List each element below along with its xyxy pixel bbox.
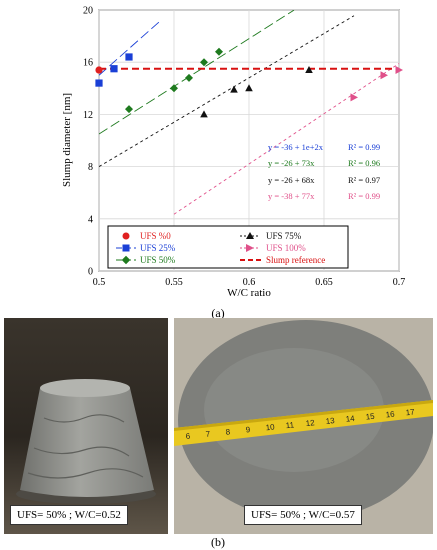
- data-point-ufs-75-: [245, 84, 253, 92]
- data-point-ufs-50-: [170, 84, 178, 93]
- y-tick-label: 16: [83, 58, 93, 69]
- x-tick-label: 0.7: [393, 277, 406, 288]
- caption-b: (b): [211, 535, 225, 549]
- data-point-ufs-25-: [95, 79, 103, 87]
- photo-right-slump-spread: 6 7 8 9 10 11 12 13 14 15 16 17 UFS= 50% ; W/C=0.57: [174, 318, 433, 534]
- y-tick-label: 12: [83, 110, 93, 121]
- equation-ufs50: y = -26 + 73x: [268, 158, 315, 168]
- legend-label-ufs50: UFS 50%: [140, 255, 176, 265]
- concrete-cone-image: [16, 379, 156, 504]
- data-point-ufs-75-: [230, 85, 238, 93]
- equation-labels: y = -36 + 1e+2x R² = 0.99 y = -26 + 73x …: [268, 142, 380, 201]
- data-point-ufs-50-: [185, 73, 193, 82]
- tape-number: 14: [345, 414, 355, 424]
- concrete-spread-image: 6 7 8 9 10 11 12 13 14 15 16 17: [174, 320, 433, 520]
- data-point-ufs-25-: [125, 53, 133, 61]
- x-tick-label: 0.6: [243, 277, 256, 288]
- data-point-ufs-50-: [125, 105, 133, 114]
- tape-number: 9: [245, 425, 251, 434]
- photo-left-slump-cone: UFS= 50% ; W/C=0.52: [4, 318, 168, 534]
- data-point-ufs-50-: [200, 58, 208, 67]
- tape-number: 7: [205, 429, 211, 438]
- y-axis-label: Slump diameter [nm]: [61, 93, 73, 187]
- legend-label-ufs75: UFS 75%: [266, 231, 302, 241]
- legend-box: [107, 225, 349, 269]
- data-markers: [95, 47, 403, 118]
- photo-right-label: UFS= 50% ; W/C=0.57: [244, 505, 362, 525]
- legend-marker-ufs75: [246, 232, 254, 239]
- x-axis-label: W/C ratio: [227, 287, 271, 299]
- data-point-ufs-75-: [305, 66, 313, 74]
- legend-marker-ufs100: [246, 244, 254, 252]
- y-tick-label: 4: [88, 214, 93, 225]
- legend-label-ufs25: UFS 25%: [140, 243, 176, 253]
- data-point-ufs-100-: [380, 71, 388, 80]
- legend-marker-ufs50: [121, 255, 131, 265]
- fit-line: [99, 10, 295, 135]
- equation-ufs75: y = -26 + 68x: [268, 175, 315, 185]
- equation-ufs100: y = -38 + 77x: [268, 191, 315, 201]
- tape-number: 11: [285, 420, 295, 430]
- tape-number: 17: [405, 407, 415, 417]
- tape-number: 8: [225, 427, 231, 436]
- data-point-ufs-0: [95, 66, 103, 74]
- data-point-ufs-100-: [350, 93, 358, 102]
- legend-label-ufs100: UFS 100%: [266, 243, 306, 253]
- r2-ufs100: R² = 0.99: [348, 191, 380, 201]
- legend-label-ufs0: UFS %0: [140, 231, 171, 241]
- r2-ufs75: R² = 0.97: [348, 175, 380, 185]
- data-point-ufs-50-: [215, 47, 223, 56]
- tape-number: 10: [265, 422, 275, 432]
- y-tick-labels: 0 4 8 12 16 20: [83, 6, 93, 278]
- fit-lines: [99, 10, 399, 215]
- y-tick-label: 0: [88, 267, 93, 278]
- equation-ufs25: y = -36 + 1e+2x: [268, 142, 324, 152]
- chart: 0.5 0.55 0.6 0.65 0.7 0 4 8 12 16 20 W/C ratio Sl…: [61, 6, 406, 300]
- r2-ufs25: R² = 0.99: [348, 142, 380, 152]
- data-point-ufs-75-: [200, 110, 208, 118]
- x-tick-label: 0.65: [315, 277, 333, 288]
- fit-line: [99, 21, 160, 76]
- legend-marker-ufs25: [122, 244, 130, 252]
- photo-left-label: UFS= 50% ; W/C=0.52: [10, 505, 128, 525]
- fit-line: [99, 15, 355, 167]
- tape-number: 16: [385, 410, 395, 420]
- tape-number: 13: [325, 416, 335, 426]
- tape-number: 15: [365, 412, 375, 422]
- legend-marker-ufs0: [122, 232, 130, 240]
- tape-number: 12: [305, 418, 315, 428]
- data-point-ufs-25-: [110, 65, 118, 73]
- tape-number: 6: [185, 432, 191, 441]
- x-tick-label: 0.55: [165, 277, 183, 288]
- caption-a: (a): [211, 306, 225, 320]
- data-point-ufs-100-: [395, 66, 403, 75]
- measuring-tape: 6 7 8 9 10 11 12 13 14 15 16 17: [174, 400, 433, 446]
- x-tick-labels: 0.5 0.55 0.6 0.65 0.7: [93, 277, 406, 288]
- legend-label-slump-reference: Slump reference: [266, 255, 325, 265]
- y-tick-label: 20: [83, 6, 93, 17]
- r2-ufs50: R² = 0.96: [348, 158, 380, 168]
- legend: UFS %0 UFS 25% UFS 50% UFS 75% UFS 100% …: [107, 225, 349, 269]
- x-tick-label: 0.5: [93, 277, 106, 288]
- y-tick-label: 8: [88, 162, 93, 173]
